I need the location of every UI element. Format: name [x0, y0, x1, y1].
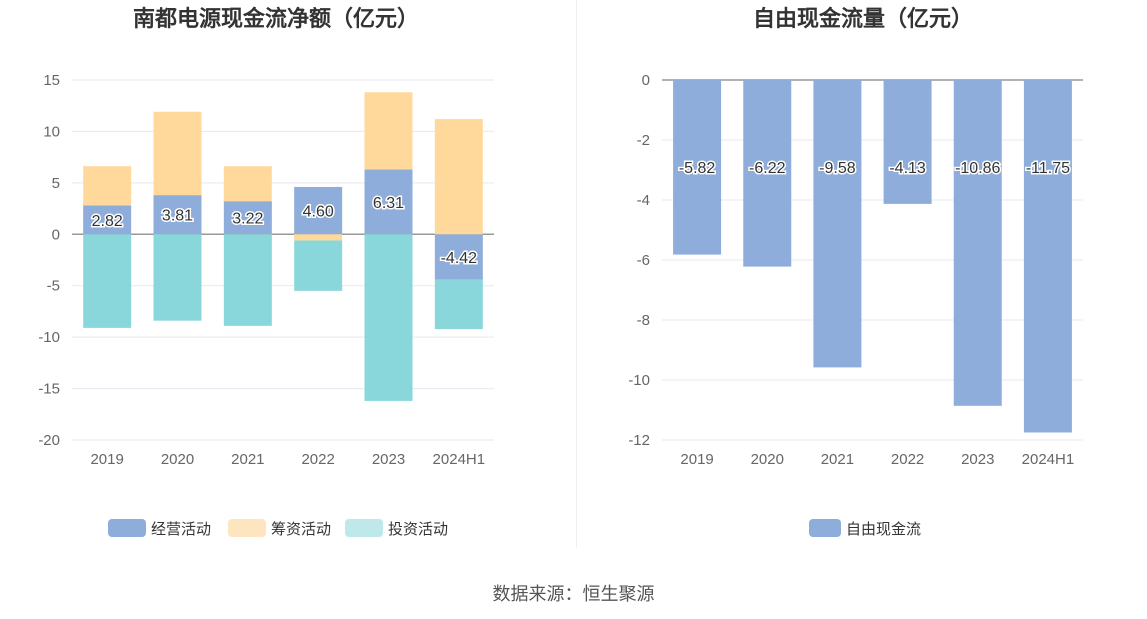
y-tick-label: -20: [38, 432, 60, 449]
net-cashflow-chart: 15 10 5 0 -5 -10 -15 -20 2.82 3.81 3.22 4.60 6.31 -4.…: [38, 72, 494, 538]
y-tick-label: -10: [38, 329, 60, 346]
data-label: -6.22: [749, 160, 786, 177]
y-tick-label: 15: [43, 72, 60, 89]
bar-投资活动-2023: [364, 234, 413, 401]
x-tick-label: 2020: [161, 451, 194, 468]
y-tick-label: 0: [642, 72, 650, 89]
data-label: -4.42: [441, 250, 478, 267]
bar-筹资活动-2022: [294, 234, 343, 241]
y-tick-label: -12: [628, 432, 650, 449]
bar-自由现金流-2024H1: [1023, 80, 1072, 433]
x-tick-label: 2022: [891, 451, 924, 468]
bar-筹资活动-2021: [223, 166, 272, 202]
bar-经营活动-2023: [364, 169, 413, 235]
bar-经营活动-2019: [83, 205, 132, 235]
x-tick-label: 2020: [751, 451, 784, 468]
bar-自由现金流-2021: [813, 80, 862, 368]
bar-筹资活动-2024H1: [434, 119, 483, 235]
data-label: 3.81: [162, 208, 193, 225]
legend-label: 经营活动: [151, 520, 211, 538]
x-tick-label: 2019: [90, 451, 123, 468]
legend-label: 自由现金流: [846, 520, 921, 538]
legend-swatch: [809, 519, 841, 537]
legend-label: 投资活动: [388, 520, 448, 538]
bar-投资活动-2021: [223, 234, 272, 326]
bar-投资活动-2022: [294, 240, 343, 291]
chart-title-net-cashflow: 南都电源现金流净额（亿元）: [133, 6, 419, 32]
bar-筹资活动-2023: [364, 92, 413, 170]
charts-canvas: 南都电源现金流净额（亿元） 自由现金流量（亿元） 15 10 5 0 -5 -10 -15 -…: [38, 6, 1083, 538]
x-tick-label: 2021: [821, 451, 854, 468]
y-tick-label: -5: [47, 278, 60, 295]
x-tick-label: 2023: [961, 451, 994, 468]
chart-title-free-cashflow: 自由现金流量（亿元）: [753, 6, 973, 32]
y-tick-label: 10: [43, 123, 60, 140]
x-tick-label: 2023: [372, 451, 405, 468]
data-label: -10.86: [955, 160, 1000, 177]
bar-自由现金流-2022: [883, 80, 932, 204]
bar-经营活动-2022: [294, 186, 343, 235]
bar-经营活动-2020: [153, 195, 202, 235]
free-cashflow-chart: 0 -2 -4 -6 -8 -10 -12 -5.82 -6.22 -9.58 -4.13 -10.8…: [628, 72, 1083, 538]
y-tick-label: -10: [628, 372, 650, 389]
data-label: 3.22: [232, 211, 263, 228]
bar-自由现金流-2023: [953, 80, 1002, 406]
x-tick-label: 2019: [680, 451, 713, 468]
data-label: -11.75: [1026, 160, 1070, 177]
data-label: 6.31: [373, 195, 404, 212]
bar-自由现金流-2020: [743, 80, 792, 267]
bar-经营活动-2021: [223, 201, 272, 235]
x-tick-label: 2024H1: [1022, 451, 1075, 468]
y-tick-label: -4: [637, 192, 650, 209]
bar-自由现金流-2019: [673, 80, 722, 255]
legend-swatch: [228, 519, 266, 537]
legend-label: 筹资活动: [271, 520, 331, 538]
data-label: -5.82: [679, 160, 716, 177]
bar-经营活动-2024H1: [434, 234, 483, 280]
data-label: -4.13: [889, 160, 926, 177]
y-tick-label: -2: [637, 132, 650, 149]
y-tick-label: 0: [52, 226, 60, 243]
bar-筹资活动-2020: [153, 111, 202, 196]
chart-divider: [576, 0, 577, 548]
bar-投资活动-2020: [153, 234, 202, 321]
y-tick-label: -6: [637, 252, 650, 269]
x-tick-label: 2021: [231, 451, 264, 468]
data-label: 4.60: [303, 204, 334, 221]
source-note: 数据来源：恒生聚源: [492, 584, 655, 605]
x-tick-label: 2022: [301, 451, 334, 468]
y-tick-label: -8: [637, 312, 650, 329]
x-tick-label: 2024H1: [433, 451, 486, 468]
legend-swatch: [108, 519, 146, 537]
legend-swatch: [345, 519, 383, 537]
y-tick-label: -15: [38, 381, 60, 398]
bar-投资活动-2024H1: [434, 279, 483, 330]
y-tick-label: 5: [52, 175, 60, 192]
bar-投资活动-2019: [83, 234, 132, 328]
data-label: 2.82: [92, 213, 123, 230]
data-label: -9.58: [819, 160, 856, 177]
bar-筹资活动-2019: [83, 166, 132, 206]
